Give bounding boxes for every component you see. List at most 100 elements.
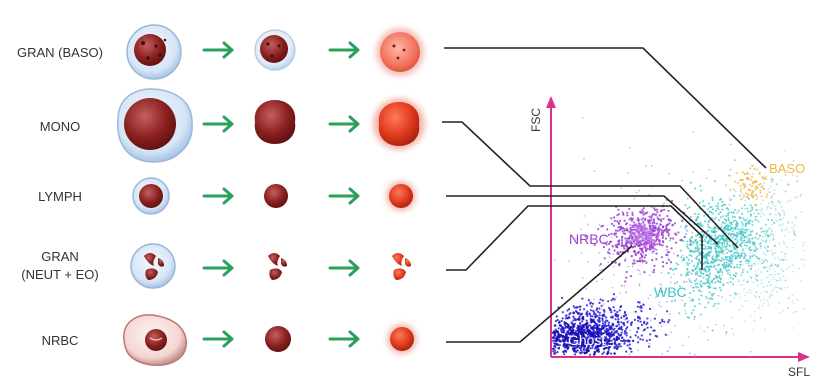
wbc-point	[714, 180, 717, 183]
wbc-point	[688, 291, 691, 294]
wbc-point	[709, 250, 712, 253]
nrbc-point	[618, 229, 621, 232]
wbc-point	[766, 249, 769, 252]
wbc-point	[714, 302, 717, 305]
nrbc-point	[651, 213, 655, 216]
wbc-point	[791, 226, 793, 229]
wbc-point	[759, 228, 762, 230]
scatter-noise-point	[660, 287, 663, 289]
ghost-point	[598, 318, 601, 321]
baso-point	[757, 183, 760, 186]
wbc-point	[765, 254, 767, 256]
wbc-point	[781, 267, 783, 270]
ghost-point	[573, 332, 577, 335]
wbc-point	[773, 268, 775, 270]
wbc-point	[800, 211, 803, 214]
nrbc-point	[626, 214, 629, 217]
scatter-noise-point	[705, 295, 707, 298]
nrbc-point	[632, 225, 635, 228]
mono-cell-lysed	[254, 100, 296, 144]
wbc-point	[777, 265, 779, 268]
wbc-point	[749, 209, 752, 212]
scatter-noise-point	[639, 308, 642, 311]
nrbc-point	[616, 251, 620, 254]
scatter-noise-point	[725, 333, 727, 335]
ghost-point	[569, 326, 572, 330]
nrbc-point	[620, 241, 623, 244]
wbc-point	[746, 239, 749, 242]
wbc-point	[707, 223, 710, 226]
nrbc-point	[658, 214, 661, 217]
wbc-point	[800, 258, 803, 261]
wbc-point	[781, 251, 783, 254]
wbc-point	[736, 249, 738, 252]
nrbc-point	[640, 218, 643, 221]
wbc-point	[779, 218, 782, 221]
wbc-point	[692, 289, 695, 292]
wbc-point	[716, 270, 719, 273]
baso-point	[749, 183, 751, 186]
nrbc-point	[632, 239, 635, 241]
wbc-point	[750, 276, 753, 279]
ghost-point	[612, 306, 615, 309]
ghost-point	[622, 315, 625, 318]
ghost-point	[618, 343, 621, 346]
ghost-point	[574, 310, 578, 313]
wbc-point	[702, 255, 705, 258]
wbc-point	[702, 234, 705, 236]
wbc-point	[747, 210, 750, 213]
wbc-point	[742, 225, 745, 228]
nrbc-point	[625, 242, 629, 245]
wbc-point	[704, 306, 707, 309]
wbc-point	[676, 281, 679, 284]
nrbc-point	[665, 262, 668, 265]
ghost-point	[608, 324, 611, 327]
wbc-point	[718, 276, 721, 279]
wbc-point	[714, 216, 717, 219]
nrbc-point	[642, 213, 645, 216]
ghost-point	[566, 330, 570, 334]
wbc-point	[752, 281, 755, 284]
ghost-point	[568, 343, 572, 347]
wbc-point	[683, 257, 685, 260]
row-label-text: GRAN	[41, 249, 79, 264]
ghost-point	[636, 305, 639, 308]
nrbc-point	[650, 236, 653, 238]
wbc-point	[730, 199, 733, 201]
ghost-point	[559, 324, 562, 327]
wbc-point	[722, 264, 724, 266]
wbc-point	[792, 246, 794, 249]
scatter-noise-point	[633, 243, 636, 246]
wbc-point	[739, 228, 742, 231]
ghost-point	[561, 334, 564, 338]
wbc-point	[772, 233, 775, 236]
wbc-point	[769, 239, 771, 242]
wbc-point	[772, 288, 775, 291]
wbc-point	[742, 268, 745, 271]
nrbc-point	[615, 235, 618, 238]
nrbc-point	[650, 214, 653, 218]
wbc-point	[763, 298, 766, 301]
wbc-point	[721, 246, 724, 249]
wbc-point	[770, 279, 773, 281]
wbc-point	[711, 329, 714, 332]
wbc-point	[704, 281, 707, 284]
nrbc-point	[657, 234, 660, 237]
scatter-noise-point	[703, 330, 705, 333]
wbc-point	[751, 220, 754, 223]
baso-point	[747, 188, 750, 191]
wbc-point	[760, 209, 763, 212]
scatter-noise-point	[601, 309, 604, 311]
ghost-point	[639, 320, 642, 323]
nrbc-point	[683, 235, 686, 239]
wbc-point	[747, 235, 750, 237]
nrbc-point	[639, 239, 642, 242]
nrbc-point	[625, 270, 628, 274]
nrbc-point	[644, 250, 648, 253]
ghost-point	[558, 344, 562, 347]
lymph-cell-lysed	[264, 184, 288, 208]
scatter-noise-point	[668, 172, 671, 175]
ghost-point	[609, 352, 613, 355]
ghost-point	[601, 327, 605, 330]
